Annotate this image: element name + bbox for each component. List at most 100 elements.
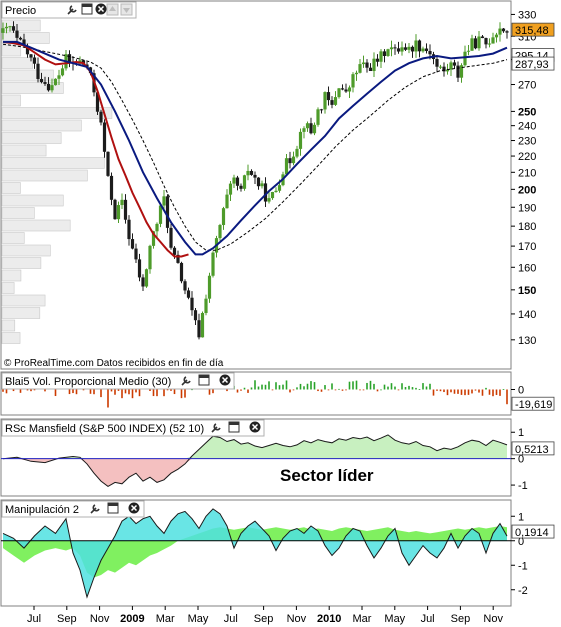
volume-last-box <box>511 396 555 411</box>
x-tick-label: Jul <box>421 613 435 625</box>
manipulation-series-a-area <box>3 508 507 598</box>
volume-bar <box>429 383 431 390</box>
price-tick-label: 130 <box>518 335 536 347</box>
volume-bar <box>100 389 102 398</box>
candle-body <box>470 38 474 51</box>
candle-body <box>242 175 247 189</box>
volume-bar <box>457 389 459 394</box>
candle-body <box>351 74 355 88</box>
volume-bar <box>418 389 421 390</box>
volume-bar <box>366 382 368 390</box>
candle-body <box>330 100 334 105</box>
price-tag-box <box>511 56 555 71</box>
volume-bar <box>30 389 32 392</box>
candle-body <box>407 46 411 50</box>
volume-profile-bar <box>1 232 25 244</box>
x-tick-label: Nov <box>483 613 503 625</box>
window-icon[interactable] <box>198 374 210 386</box>
candle-body <box>15 30 19 38</box>
move-up-icon[interactable] <box>106 3 119 16</box>
mansfield-last-box <box>511 441 555 456</box>
volume-bar <box>306 383 309 390</box>
manipulation-title-box: Manipulación 2 <box>1 500 145 518</box>
candle-body <box>274 190 278 192</box>
price-tick-label: 140 <box>518 309 536 321</box>
volume-bar <box>331 383 333 390</box>
candle-body <box>340 88 345 90</box>
volume-bar <box>296 387 298 390</box>
wrench-icon[interactable] <box>181 376 191 386</box>
candle-body <box>179 262 184 282</box>
candle-body <box>487 43 492 45</box>
candle-body <box>361 62 366 65</box>
candle-body <box>291 156 296 164</box>
price-tick-label: 190 <box>518 202 536 214</box>
volume-profile-bar <box>1 44 22 57</box>
candle-body <box>473 38 478 49</box>
sector-annotation: Sector líder <box>280 466 374 485</box>
candle-body <box>190 297 194 311</box>
window-icon[interactable] <box>81 3 93 15</box>
wrench-icon[interactable] <box>90 504 100 514</box>
volume-bar <box>474 389 477 391</box>
volume-bar <box>184 389 186 398</box>
candle-body <box>109 175 114 200</box>
mansfield-line <box>2 434 508 487</box>
volume-bars <box>2 380 508 408</box>
candle-body <box>414 40 418 52</box>
candle-body <box>498 28 502 35</box>
volume-bar <box>278 385 281 390</box>
volume-y-axis: 0 -19,619 <box>511 385 555 411</box>
volume-bar <box>268 381 270 390</box>
volume-bar <box>289 389 291 393</box>
candle-body <box>225 194 229 209</box>
volume-bar <box>404 387 407 390</box>
candle-body <box>445 69 450 72</box>
volume-bar <box>299 383 302 390</box>
volume-last-label: -19,619 <box>515 399 552 411</box>
candle-body <box>102 122 107 152</box>
candle-body <box>43 82 47 84</box>
move-down-icon[interactable] <box>120 3 133 16</box>
candle-body <box>393 47 397 49</box>
volume-bar <box>292 389 295 391</box>
candle-body <box>386 49 390 56</box>
volume-bar <box>282 384 284 390</box>
x-tick-label: Sep <box>451 613 471 625</box>
mansfield-tick-label: 1 <box>518 427 524 439</box>
volume-profile-bar <box>1 19 41 32</box>
window-icon[interactable] <box>107 502 119 514</box>
manipulation-y-axis: 1 0 -1 -2 0,1914 <box>511 511 555 597</box>
mansfield-title-box: RSc Mansfield (S&P 500 INDEX) (52 10) <box>1 419 265 437</box>
volume-bar <box>131 389 134 399</box>
candle-body <box>25 45 30 55</box>
candle-body <box>165 196 170 228</box>
wrench-icon[interactable] <box>67 5 77 15</box>
volume-bar <box>5 389 8 394</box>
close-icon[interactable] <box>95 3 107 15</box>
candle-body <box>253 174 257 178</box>
volume-bar <box>110 389 113 392</box>
candle-body <box>246 170 250 176</box>
price-tick-label: 180 <box>518 221 536 233</box>
volume-bar <box>107 389 109 408</box>
volume-bar <box>502 389 505 390</box>
manipulation-tick-label: -2 <box>518 585 528 597</box>
manipulation-series-a-line <box>2 508 508 599</box>
price-tick-label: 160 <box>518 262 536 274</box>
window-icon[interactable] <box>228 421 240 433</box>
close-icon[interactable] <box>128 502 140 514</box>
volume-bar <box>383 384 386 390</box>
candle-body <box>95 92 100 112</box>
candle-body <box>389 47 394 50</box>
candle-body <box>347 87 352 92</box>
wrench-icon[interactable] <box>211 423 221 433</box>
close-icon[interactable] <box>219 374 231 386</box>
mansfield-tick-label: -1 <box>518 480 528 492</box>
x-tick-label: 2010 <box>317 613 341 625</box>
volume-title-box: Blai5 Vol. Proporcional Medio (30) <box>1 372 235 390</box>
close-icon[interactable] <box>249 421 261 433</box>
x-tick-label: Mar <box>156 613 175 625</box>
volume-profile-bar <box>1 257 42 269</box>
x-tick-label: May <box>188 613 209 625</box>
